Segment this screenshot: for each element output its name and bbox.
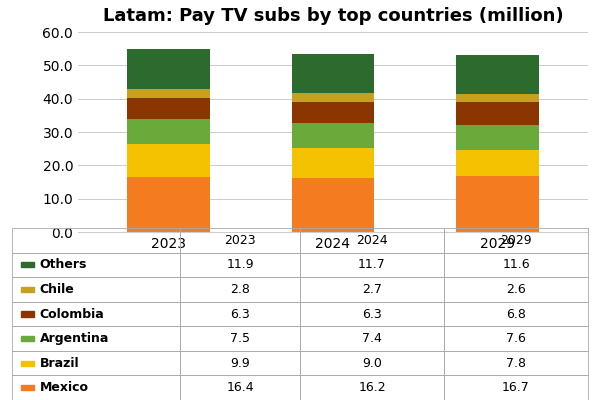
Text: Argentina: Argentina [40,332,109,345]
Text: 16.2: 16.2 [358,381,386,394]
Text: Colombia: Colombia [40,308,104,320]
Text: Others: Others [40,258,87,271]
Bar [21,385,34,390]
Bar [457,176,539,232]
Text: 2.7: 2.7 [362,283,382,296]
Text: 2.8: 2.8 [230,283,250,296]
Text: 2023: 2023 [224,234,256,247]
Bar [457,125,539,150]
Bar [292,178,374,232]
Bar [292,93,374,102]
Text: 7.6: 7.6 [506,332,526,345]
Bar [457,94,539,102]
Bar [457,150,539,176]
Bar [292,148,374,178]
Bar [127,177,209,232]
Bar [457,55,539,94]
Bar [21,287,34,292]
Text: Brazil: Brazil [40,357,79,370]
Text: 7.4: 7.4 [362,332,382,345]
Text: 11.6: 11.6 [502,258,530,271]
Bar [292,123,374,148]
Text: 2.6: 2.6 [506,283,526,296]
Bar [292,54,374,93]
Text: 6.8: 6.8 [506,308,526,320]
Bar [127,144,209,177]
Text: 7.5: 7.5 [230,332,250,345]
Bar [457,102,539,125]
Text: Chile: Chile [40,283,74,296]
Bar [21,262,34,268]
Text: 6.3: 6.3 [230,308,250,320]
Bar [292,102,374,123]
Text: 9.0: 9.0 [362,357,382,370]
Text: Mexico: Mexico [40,381,89,394]
Bar [21,336,34,341]
Bar [127,119,209,144]
Text: 6.3: 6.3 [362,308,382,320]
Bar [127,98,209,119]
Text: 16.7: 16.7 [502,381,530,394]
Text: 7.8: 7.8 [506,357,526,370]
Bar [127,89,209,98]
Text: 11.9: 11.9 [226,258,254,271]
Text: 16.4: 16.4 [226,381,254,394]
Title: Latam: Pay TV subs by top countries (million): Latam: Pay TV subs by top countries (mil… [103,7,563,25]
Text: 2024: 2024 [356,234,388,247]
Text: 9.9: 9.9 [230,357,250,370]
Bar [21,312,34,316]
Text: 11.7: 11.7 [358,258,386,271]
Bar [127,49,209,89]
Text: 2029: 2029 [500,234,532,247]
Bar [21,360,34,366]
